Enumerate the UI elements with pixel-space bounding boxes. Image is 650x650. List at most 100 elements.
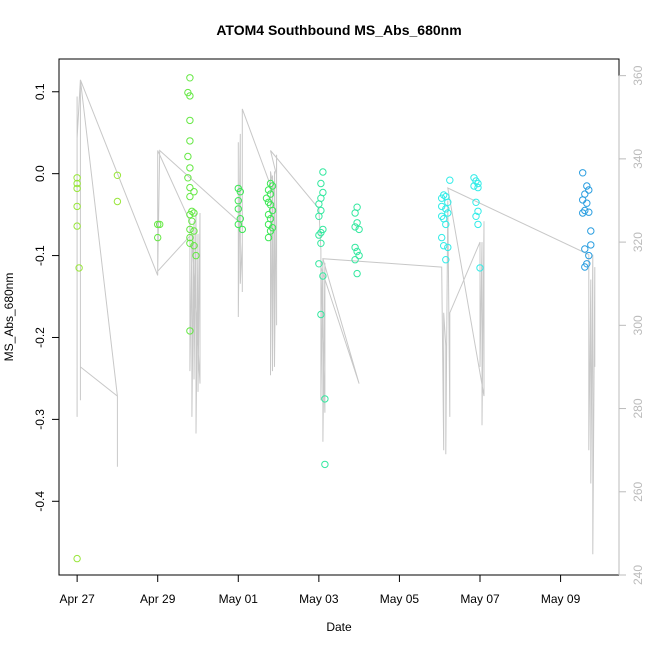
- x-tick-label: May 07: [460, 592, 500, 606]
- chart-title: ATOM4 Southbound MS_Abs_680nm: [216, 22, 461, 38]
- data-point: [73, 184, 81, 193]
- data-point: [186, 183, 194, 192]
- data-point: [444, 209, 452, 217]
- y-tick-label: 0.1: [33, 83, 47, 100]
- data-point: [186, 92, 194, 100]
- data-point: [583, 199, 591, 207]
- data-point: [73, 554, 81, 563]
- data-point: [73, 222, 81, 230]
- y-tick-label: -0.3: [33, 409, 47, 430]
- series-group: [315, 168, 363, 469]
- data-point: [186, 192, 194, 201]
- data-point: [470, 182, 478, 190]
- data-point: [186, 225, 194, 234]
- data-point: [186, 233, 194, 242]
- data-point: [351, 256, 359, 264]
- data-point: [440, 242, 448, 250]
- data-point: [585, 251, 593, 260]
- data-point: [442, 220, 450, 229]
- series-group: [154, 74, 200, 335]
- data-point: [315, 200, 323, 208]
- data-point: [73, 179, 81, 188]
- data-point: [581, 263, 589, 271]
- series-group: [234, 179, 277, 242]
- data-point: [266, 190, 275, 198]
- data-point: [438, 212, 446, 221]
- data-point: [234, 205, 243, 213]
- data-point: [186, 210, 194, 219]
- data-point: [238, 225, 247, 234]
- data-point: [156, 220, 164, 229]
- data-point: [472, 177, 480, 185]
- data-point: [353, 247, 361, 256]
- right-y-tick-label: 260: [631, 481, 645, 501]
- data-point: [190, 242, 198, 250]
- data-point: [355, 251, 363, 260]
- right-y-tick-label: 300: [631, 315, 645, 335]
- y-tick-label: -0.2: [33, 327, 47, 348]
- data-point: [268, 206, 277, 215]
- data-point: [579, 196, 587, 204]
- data-point: [184, 152, 192, 161]
- x-tick-label: May 01: [219, 592, 259, 606]
- data-point: [474, 220, 482, 229]
- data-point: [186, 74, 194, 82]
- data-point: [353, 219, 361, 227]
- x-tick-label: Apr 27: [59, 592, 95, 606]
- data-point: [472, 198, 480, 207]
- right-y-tick-label: 360: [631, 65, 645, 85]
- data-point: [317, 179, 325, 188]
- data-point: [186, 239, 194, 248]
- right-y-tick-label: 320: [631, 232, 645, 252]
- data-point: [321, 460, 329, 469]
- points-layer: [73, 74, 595, 563]
- data-point: [315, 260, 323, 268]
- plot-frame: [58, 58, 620, 576]
- right-y-axis: 240 260 280 300 320 340 360: [618, 65, 645, 585]
- y-tick-label: -0.4: [33, 491, 47, 512]
- data-point: [264, 210, 273, 219]
- data-point: [186, 327, 194, 335]
- data-point: [190, 188, 198, 196]
- data-point: [444, 198, 452, 207]
- data-point: [474, 179, 482, 188]
- data-point: [234, 220, 243, 229]
- data-point: [266, 179, 275, 188]
- data-point: [351, 243, 359, 252]
- x-tick-label: May 05: [380, 592, 420, 606]
- data-point: [264, 198, 273, 207]
- data-point: [75, 264, 83, 272]
- line-series-path: [76, 79, 596, 555]
- data-point: [73, 202, 81, 211]
- data-point: [190, 209, 198, 217]
- data-point: [474, 207, 482, 216]
- data-point: [583, 182, 591, 190]
- data-point: [587, 241, 595, 249]
- data-point: [315, 212, 323, 221]
- x-tick-label: May 09: [541, 592, 581, 606]
- data-point: [579, 209, 587, 217]
- data-point: [438, 194, 446, 202]
- data-point: [113, 197, 122, 206]
- line-series-layer: [76, 79, 596, 555]
- data-point: [321, 395, 329, 403]
- data-point: [262, 194, 271, 202]
- data-point: [444, 243, 452, 252]
- data-point: [154, 233, 162, 242]
- x-tick-label: May 03: [299, 592, 339, 606]
- right-y-tick-label: 340: [631, 149, 645, 169]
- data-point: [579, 169, 587, 177]
- data-point: [186, 137, 194, 145]
- data-point: [474, 183, 482, 192]
- data-point: [186, 164, 194, 172]
- data-point: [192, 251, 200, 260]
- data-point: [264, 186, 273, 194]
- data-point: [581, 206, 589, 215]
- data-point: [317, 228, 325, 237]
- data-point: [585, 186, 593, 194]
- data-point: [476, 264, 484, 272]
- data-point: [355, 225, 363, 234]
- y-tick-label: -0.1: [33, 245, 47, 266]
- series-group: [438, 174, 484, 272]
